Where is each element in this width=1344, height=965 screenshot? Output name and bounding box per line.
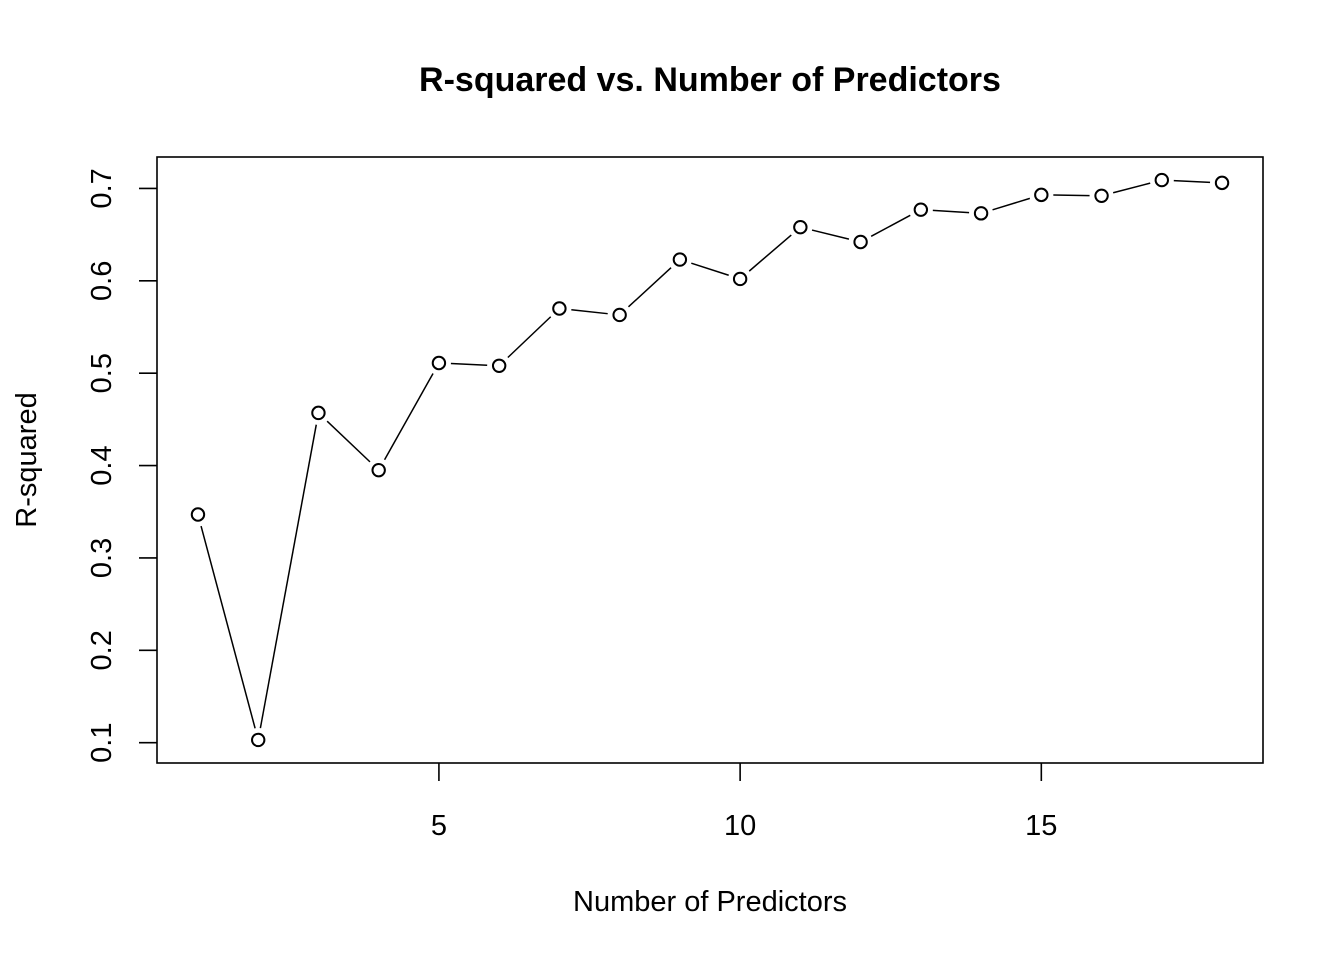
line-segment [571, 309, 608, 315]
data-point [190, 507, 206, 522]
line-segment [450, 362, 488, 366]
line-segment [1173, 179, 1211, 184]
data-point [973, 206, 989, 221]
line-segment [326, 420, 371, 463]
data-point [1214, 175, 1230, 191]
line-segment [811, 229, 850, 240]
y-tick-label: 0.5 [86, 353, 118, 393]
line-segment [870, 214, 911, 237]
data-point [251, 732, 266, 748]
y-tick-label: 0.2 [86, 630, 118, 670]
x-axis: 5 10 15 [431, 763, 1057, 842]
plot-frame [156, 156, 1264, 764]
data-point [672, 252, 688, 267]
data-point [793, 220, 808, 235]
line-segment [200, 525, 256, 729]
data-point [853, 234, 868, 250]
line-segment [748, 234, 792, 272]
data-point [913, 202, 929, 217]
data-point [552, 301, 567, 316]
chart-title: R-squared vs. Number of Predictors [419, 61, 1001, 99]
line-segment [932, 209, 970, 214]
y-axis: 0.1 0.2 0.3 0.4 0.5 0.6 0.7 [86, 168, 157, 763]
data-point [612, 307, 627, 323]
data-points [190, 172, 1230, 748]
y-tick-label: 0.7 [86, 168, 118, 208]
line-segment [691, 262, 729, 276]
x-tick-label: 5 [431, 810, 447, 842]
x-tick-label: 15 [1025, 810, 1057, 842]
line-segment [383, 373, 434, 461]
data-point [732, 271, 748, 287]
y-tick-label: 0.3 [86, 538, 118, 578]
y-tick-label: 0.1 [86, 723, 118, 763]
line-segment [627, 267, 672, 308]
data-point [1154, 172, 1169, 188]
line-segment [1112, 182, 1151, 194]
data-point [1034, 187, 1049, 203]
line-segment [1053, 194, 1090, 197]
data-point [371, 462, 386, 478]
x-tick-label: 10 [724, 810, 756, 842]
data-line [200, 179, 1211, 729]
data-point [431, 355, 447, 371]
y-tick-label: 0.4 [86, 445, 118, 485]
data-point [491, 358, 507, 373]
data-point [1094, 188, 1109, 203]
line-segment [992, 197, 1031, 211]
line-segment [259, 424, 318, 729]
y-axis-label: R-squared [11, 392, 43, 527]
y-tick-label: 0.6 [86, 261, 118, 301]
data-point [311, 405, 326, 421]
line-segment [507, 316, 552, 359]
x-axis-label: Number of Predictors [573, 886, 847, 918]
